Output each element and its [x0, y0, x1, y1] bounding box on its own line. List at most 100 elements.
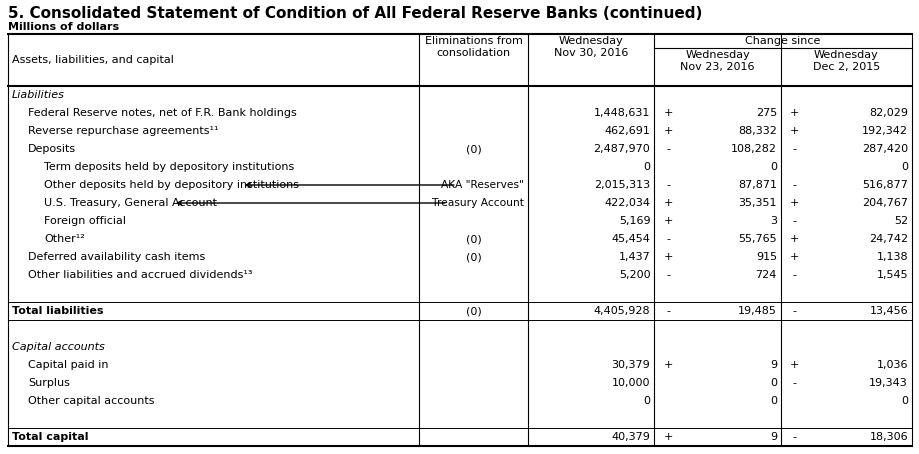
Text: 4,405,928: 4,405,928 — [593, 306, 650, 316]
Text: +: + — [663, 432, 673, 442]
Text: 0: 0 — [642, 396, 650, 406]
Text: -: - — [792, 216, 796, 226]
Text: Change since: Change since — [744, 36, 820, 46]
Text: Wednesday
Dec 2, 2015: Wednesday Dec 2, 2015 — [812, 50, 879, 72]
Text: -: - — [665, 144, 670, 154]
Text: 2,487,970: 2,487,970 — [593, 144, 650, 154]
Text: +: + — [789, 252, 799, 262]
Text: Other¹²: Other¹² — [44, 234, 85, 244]
Text: 35,351: 35,351 — [738, 198, 776, 208]
Text: -: - — [792, 432, 796, 442]
Text: 3: 3 — [769, 216, 776, 226]
Text: 55,765: 55,765 — [737, 234, 776, 244]
Text: 2,015,313: 2,015,313 — [594, 180, 650, 190]
Text: +: + — [789, 360, 799, 370]
Text: 87,871: 87,871 — [737, 180, 776, 190]
Text: 24,742: 24,742 — [868, 234, 907, 244]
Text: Term deposits held by depository institutions: Term deposits held by depository institu… — [44, 162, 294, 172]
Text: 5,200: 5,200 — [618, 270, 650, 280]
Text: AKA "Reserves": AKA "Reserves" — [440, 180, 523, 190]
Text: 19,485: 19,485 — [737, 306, 776, 316]
Text: Liabilities: Liabilities — [12, 90, 65, 100]
Text: (0): (0) — [465, 144, 481, 154]
Text: Eliminations from
consolidation: Eliminations from consolidation — [425, 36, 522, 59]
Text: -: - — [665, 270, 670, 280]
Text: 45,454: 45,454 — [611, 234, 650, 244]
Text: +: + — [663, 108, 673, 118]
Text: Capital accounts: Capital accounts — [12, 342, 105, 352]
Text: Treasury Account: Treasury Account — [431, 198, 523, 208]
Text: Assets, liabilities, and capital: Assets, liabilities, and capital — [12, 55, 174, 65]
Text: 915: 915 — [755, 252, 776, 262]
Text: +: + — [789, 108, 799, 118]
Text: 204,767: 204,767 — [861, 198, 907, 208]
Text: 9: 9 — [769, 432, 776, 442]
Text: -: - — [665, 180, 670, 190]
Text: 19,343: 19,343 — [868, 378, 907, 388]
Text: Other deposits held by depository institutions: Other deposits held by depository instit… — [44, 180, 299, 190]
Text: +: + — [663, 216, 673, 226]
Text: 287,420: 287,420 — [861, 144, 907, 154]
Text: 1,036: 1,036 — [876, 360, 907, 370]
Text: 18,306: 18,306 — [868, 432, 907, 442]
Text: Wednesday
Nov 23, 2016: Wednesday Nov 23, 2016 — [680, 50, 754, 72]
Text: +: + — [789, 126, 799, 136]
Text: U.S. Treasury, General Account: U.S. Treasury, General Account — [44, 198, 217, 208]
Text: 1,545: 1,545 — [876, 270, 907, 280]
Text: +: + — [663, 360, 673, 370]
Text: 516,877: 516,877 — [861, 180, 907, 190]
Text: Capital paid in: Capital paid in — [28, 360, 108, 370]
Text: 0: 0 — [769, 378, 776, 388]
Text: (0): (0) — [465, 252, 481, 262]
Text: -: - — [665, 234, 670, 244]
Text: +: + — [663, 252, 673, 262]
Text: +: + — [663, 126, 673, 136]
Text: 724: 724 — [754, 270, 776, 280]
Text: 0: 0 — [769, 162, 776, 172]
Text: 275: 275 — [754, 108, 776, 118]
Text: 9: 9 — [769, 360, 776, 370]
Text: (0): (0) — [465, 234, 481, 244]
Text: +: + — [789, 198, 799, 208]
Text: Wednesday
Nov 30, 2016: Wednesday Nov 30, 2016 — [553, 36, 628, 59]
Text: 40,379: 40,379 — [611, 432, 650, 442]
Text: 10,000: 10,000 — [611, 378, 650, 388]
Text: Other capital accounts: Other capital accounts — [28, 396, 154, 406]
Text: 13,456: 13,456 — [868, 306, 907, 316]
Text: (0): (0) — [465, 306, 481, 316]
Text: Deposits: Deposits — [28, 144, 76, 154]
Text: -: - — [792, 306, 796, 316]
Text: 0: 0 — [642, 162, 650, 172]
Text: Surplus: Surplus — [28, 378, 70, 388]
Text: 88,332: 88,332 — [737, 126, 776, 136]
Text: 422,034: 422,034 — [604, 198, 650, 208]
Text: 108,282: 108,282 — [730, 144, 776, 154]
Text: 5. Consolidated Statement of Condition of All Federal Reserve Banks (continued): 5. Consolidated Statement of Condition o… — [8, 6, 701, 21]
Text: 1,437: 1,437 — [618, 252, 650, 262]
Text: +: + — [663, 198, 673, 208]
Text: 82,029: 82,029 — [868, 108, 907, 118]
Text: 462,691: 462,691 — [604, 126, 650, 136]
Text: -: - — [665, 306, 670, 316]
Text: Total capital: Total capital — [12, 432, 88, 442]
Text: Other liabilities and accrued dividends¹³: Other liabilities and accrued dividends¹… — [28, 270, 252, 280]
Text: Reverse repurchase agreements¹¹: Reverse repurchase agreements¹¹ — [28, 126, 219, 136]
Text: 1,138: 1,138 — [876, 252, 907, 262]
Text: 30,379: 30,379 — [611, 360, 650, 370]
Text: 5,169: 5,169 — [618, 216, 650, 226]
Text: 52: 52 — [893, 216, 907, 226]
Text: -: - — [792, 378, 796, 388]
Text: -: - — [792, 270, 796, 280]
Text: -: - — [792, 144, 796, 154]
Text: Total liabilities: Total liabilities — [12, 306, 104, 316]
Text: -: - — [792, 180, 796, 190]
Text: 1,448,631: 1,448,631 — [594, 108, 650, 118]
Text: 0: 0 — [769, 396, 776, 406]
Text: Foreign official: Foreign official — [44, 216, 126, 226]
Text: Deferred availability cash items: Deferred availability cash items — [28, 252, 205, 262]
Text: Federal Reserve notes, net of F.R. Bank holdings: Federal Reserve notes, net of F.R. Bank … — [28, 108, 297, 118]
Text: 192,342: 192,342 — [861, 126, 907, 136]
Text: +: + — [789, 234, 799, 244]
Text: 0: 0 — [900, 162, 907, 172]
Text: Millions of dollars: Millions of dollars — [8, 22, 119, 32]
